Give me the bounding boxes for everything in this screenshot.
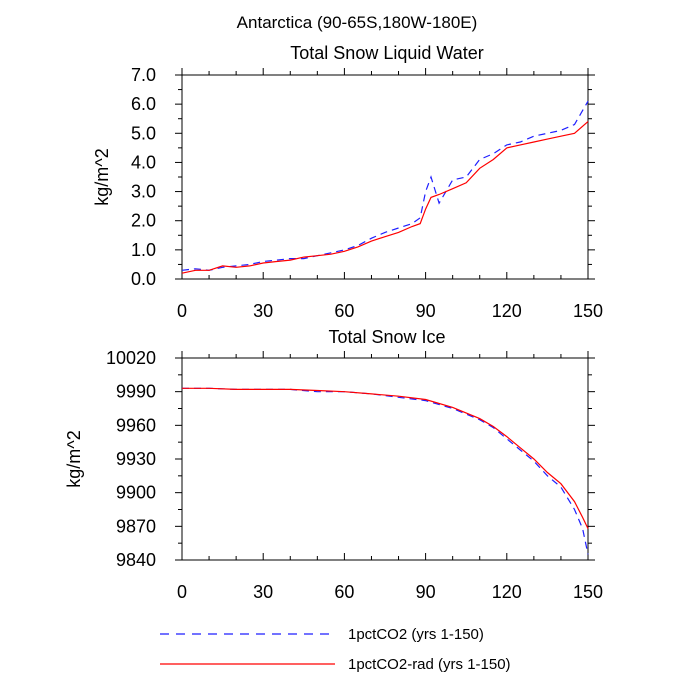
y-tick-label: 1.0 [131, 240, 156, 260]
y-tick-label: 7.0 [131, 65, 156, 85]
panel-title-liquid-water: Total Snow Liquid Water [290, 43, 483, 63]
x-tick-label: 120 [492, 582, 522, 602]
plot-frame-snow-ice [181, 357, 589, 561]
y-tick-label: 9870 [116, 516, 156, 536]
y-tick-label: 3.0 [131, 182, 156, 202]
y-tick-label: 9990 [116, 382, 156, 402]
legend: 1pctCO2 (yrs 1-150) 1pctCO2-rad (yrs 1-1… [160, 626, 511, 673]
panel-snow-ice: Total Snow Ice kg/m^2 0 30 60 90 120 150 9840 987… [64, 327, 603, 602]
x-tick-label: 90 [416, 301, 436, 321]
y-tick-label: 2.0 [131, 211, 156, 231]
x-tick-label: 150 [573, 582, 603, 602]
y-axis-label-snow-ice: kg/m^2 [64, 430, 84, 487]
y-tick-label: 4.0 [131, 152, 156, 172]
y-tick-label: 9930 [116, 449, 156, 469]
y-tick-label: 6.0 [131, 94, 156, 114]
plot-frame-liquid-water [181, 74, 589, 280]
series-line-1pctco2-rad [182, 387, 589, 529]
x-tick-label: 30 [253, 301, 273, 321]
y-axis-label-liquid-water: kg/m^2 [92, 148, 112, 205]
legend-label-1pctco2-rad: 1pctCO2-rad (yrs 1-150) [348, 656, 511, 673]
x-tick-label: 0 [177, 582, 187, 602]
series-line-1pctco2 [181, 100, 589, 271]
y-tick-label: 10020 [106, 348, 156, 368]
y-tick-label: 5.0 [131, 123, 156, 143]
y-tick-label: 0.0 [131, 269, 156, 289]
x-tick-label: 0 [177, 301, 187, 321]
series-line-1pctco2-rad [181, 121, 589, 274]
x-tick-label: 60 [334, 582, 354, 602]
legend-label-1pctco2: 1pctCO2 (yrs 1-150) [348, 626, 484, 643]
y-tick-label: 9840 [116, 550, 156, 570]
figure-title: Antarctica (90-65S,180W-180E) [237, 13, 478, 32]
x-tick-label: 150 [573, 301, 603, 321]
y-tick-label: 9900 [116, 483, 156, 503]
y-tick-label: 9960 [116, 415, 156, 435]
panel-snow-liquid-water: Total Snow Liquid Water kg/m^2 0 30 60 90 120 1… [92, 43, 603, 321]
series-line-1pctco2 [182, 387, 589, 555]
x-tick-label: 90 [416, 582, 436, 602]
x-tick-label: 30 [253, 582, 273, 602]
x-tick-label: 120 [492, 301, 522, 321]
x-tick-label: 60 [334, 301, 354, 321]
panel-title-snow-ice: Total Snow Ice [328, 327, 445, 347]
